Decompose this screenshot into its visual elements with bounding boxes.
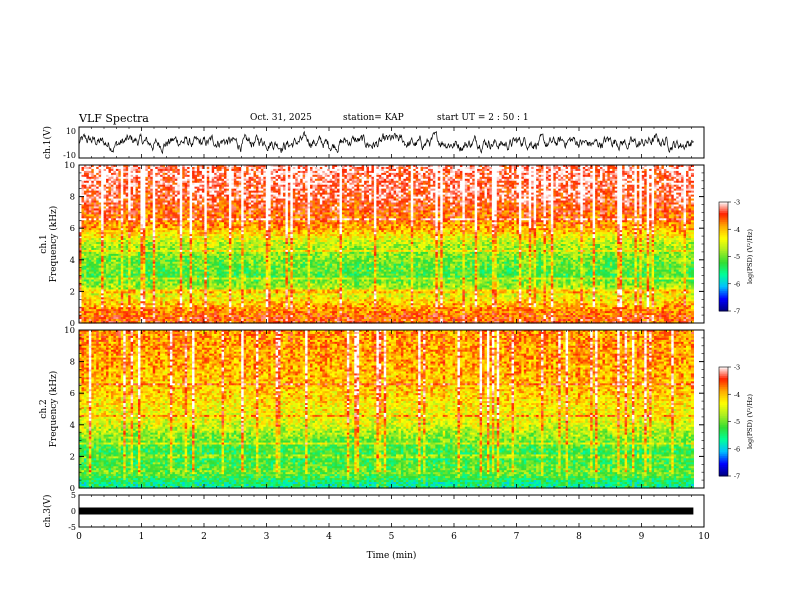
x-tick-label: 10 [698,532,710,542]
x-tick-label: 6 [451,532,457,542]
colorbar-tick-label: -3 [734,364,740,372]
colorbar-tick-label: -7 [734,473,740,481]
y-tick-label: 10 [64,161,75,171]
ch3-spectrogram-image [79,330,694,489]
y-tick-label: 4 [70,256,75,266]
ch2-channel-label: ch.1 [39,234,49,253]
y-tick-label: -10 [63,151,76,160]
y-tick-label: 6 [70,389,75,399]
ch1-waveform-frame [79,127,704,158]
ch1-waveform-ylabel: ch.1(V) [42,126,53,159]
y-tick-label: -5 [68,523,76,532]
colorbar-tick-label: -7 [734,308,740,316]
y-tick-label: 4 [70,421,75,431]
ch3-waveform-line [79,508,693,515]
ch2-frequency-label: Frequency (kHz) [48,206,59,283]
ch3-channel-label: ch.2 [39,399,49,418]
x-axis-label: Time (min) [367,550,417,561]
x-tick-label: 2 [201,532,207,542]
vlf-figure: VLF Spectra Oct. 31, 2025 station= KAP s… [0,0,792,612]
y-tick-label: 6 [70,224,75,234]
x-tick-label: 1 [139,532,145,542]
y-tick-label: 5 [71,491,76,500]
colorbar-tick-label: -3 [734,199,740,207]
y-tick-label: 8 [70,358,75,368]
y-tick-label: 10 [64,326,75,336]
colorbar-tick-label: -4 [734,391,740,399]
x-tick-label: 5 [389,532,395,542]
x-tick-label: 4 [326,532,332,542]
ch2-colorbar [719,202,728,312]
colorbar-tick-label: -5 [734,253,740,261]
y-tick-label: 10 [66,127,76,136]
x-tick-label: 0 [76,532,82,542]
vlf-chart: -1010ch.1(V)0246810ch.1 Frequency (kHz)-3… [0,0,792,612]
ch3-waveform-ylabel: ch.3(V) [42,495,53,528]
colorbar-tick-label: -4 [734,226,740,234]
y-tick-label: 0 [71,507,76,516]
x-tick-label: 9 [639,532,645,542]
colorbar-tick-label: -6 [734,445,740,453]
ch2-spectrogram-image [79,165,694,324]
x-tick-label: 3 [264,532,270,542]
ch3-frequency-label: Frequency (kHz) [48,371,59,448]
y-tick-label: 8 [70,193,75,203]
colorbar-label: log(PSD) (V²/Hz) [746,394,754,449]
x-tick-label: 7 [514,532,520,542]
colorbar-tick-label: -6 [734,280,740,288]
colorbar-label: log(PSD) (V²/Hz) [746,229,754,284]
y-tick-label: 2 [70,287,75,297]
x-tick-label: 8 [576,532,582,542]
ch1-waveform-line [79,132,693,154]
ch3-colorbar [719,367,728,477]
colorbar-tick-label: -5 [734,418,740,426]
y-tick-label: 2 [70,452,75,462]
